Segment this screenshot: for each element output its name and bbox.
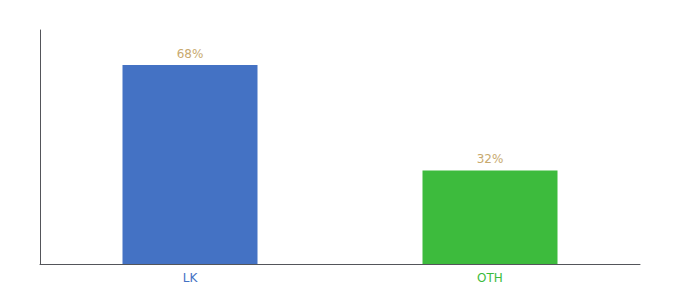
- svg-text:32%: 32%: [477, 152, 504, 166]
- svg-text:LK: LK: [183, 271, 199, 285]
- svg-text:68%: 68%: [177, 47, 204, 61]
- svg-text:OTH: OTH: [477, 271, 503, 285]
